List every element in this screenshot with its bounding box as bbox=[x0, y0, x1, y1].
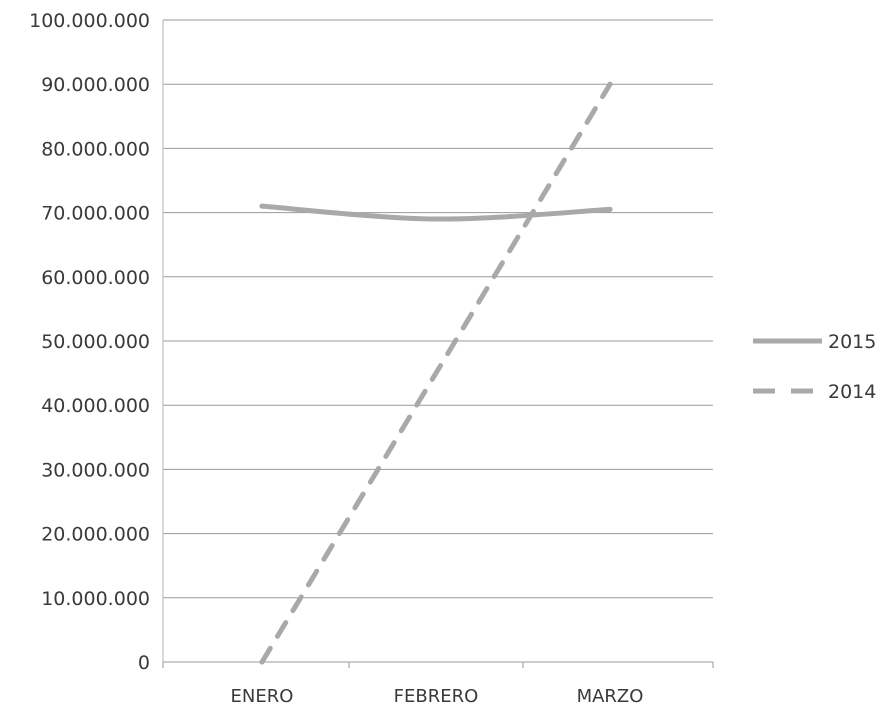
data-point-2015-ENERO bbox=[259, 203, 265, 209]
x-category-label: MARZO bbox=[577, 686, 644, 707]
legend-label-2014: 2014 bbox=[828, 381, 876, 403]
y-tick-label: 70.000.000 bbox=[41, 203, 150, 225]
x-category-label: FEBRERO bbox=[394, 686, 479, 707]
data-point-2015-FEBRERO bbox=[433, 216, 439, 222]
gridlines bbox=[163, 19, 713, 599]
data-point-2014-MARZO bbox=[607, 81, 613, 87]
data-point-2014-ENERO bbox=[259, 659, 265, 665]
legend: 2015 2014 bbox=[753, 331, 876, 403]
series-lines bbox=[259, 81, 613, 665]
y-tick-label: 50.000.000 bbox=[41, 331, 150, 353]
x-axis-category-labels: ENERO FEBRERO MARZO bbox=[231, 686, 644, 707]
x-category-label: ENERO bbox=[231, 686, 294, 707]
y-axis-tick-labels: 0 10.000.000 20.000.000 30.000.000 40.000.00… bbox=[29, 10, 150, 674]
y-tick-label: 90.000.000 bbox=[41, 74, 150, 96]
y-tick-label: 0 bbox=[138, 652, 150, 674]
y-tick-label: 80.000.000 bbox=[41, 138, 150, 160]
y-tick-label: 60.000.000 bbox=[41, 267, 150, 289]
legend-label-2015: 2015 bbox=[828, 331, 876, 353]
axes bbox=[162, 20, 714, 668]
y-tick-label: 20.000.000 bbox=[41, 524, 150, 546]
y-tick-label: 100.000.000 bbox=[29, 10, 150, 32]
data-point-2014-FEBRERO bbox=[433, 370, 439, 376]
y-tick-label: 40.000.000 bbox=[41, 395, 150, 417]
data-point-2015-MARZO bbox=[607, 206, 613, 212]
y-tick-label: 30.000.000 bbox=[41, 459, 150, 481]
y-tick-label: 10.000.000 bbox=[41, 588, 150, 610]
